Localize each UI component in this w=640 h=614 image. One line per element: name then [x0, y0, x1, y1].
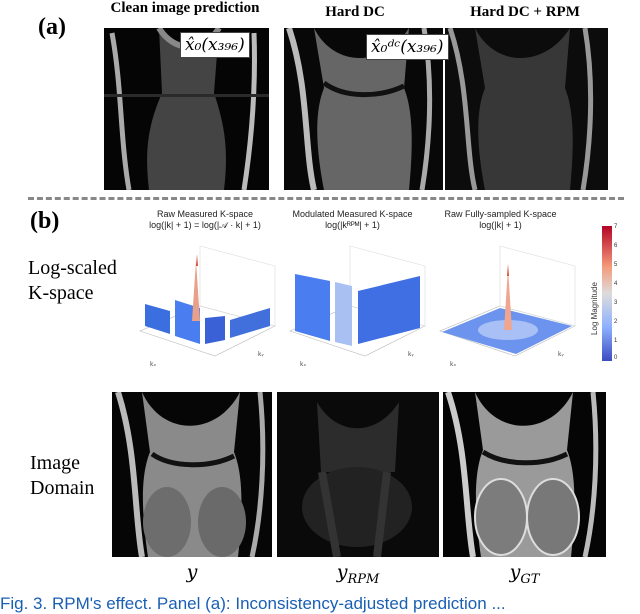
bottom-label-y: y	[186, 561, 198, 583]
svg-text:kₓ: kₓ	[450, 361, 456, 368]
svg-text:kᵧ: kᵧ	[408, 351, 414, 358]
bottom-label-y-gt: yGT	[509, 561, 540, 587]
kspace-plot-raw-measured: kₓ kᵧ	[139, 245, 276, 368]
colorbar-tick: 5	[614, 262, 618, 268]
bottom-label-y-rpm: yRPM	[336, 561, 380, 587]
colorbar-tick: 6	[614, 243, 618, 249]
panel-b-letter: (b)	[30, 208, 60, 234]
bottom-label-y-rpm-sub: RPM	[347, 571, 380, 587]
image-y-gt	[443, 392, 606, 557]
column-title-clean-prediction: Clean image prediction	[110, 0, 260, 16]
svg-text:kᵧ: kᵧ	[258, 351, 264, 358]
figure-caption: Fig. 3. RPM's effect. Panel (a): Inconsi…	[0, 594, 506, 613]
colorbar-tick: 7	[614, 224, 618, 230]
colorbar-tick: 4	[614, 281, 618, 287]
column-title-hard-dc: Hard DC	[325, 4, 385, 20]
kspace-title-fully-sampled: Raw Fully-sampled K-space log(|k| + 1)	[444, 209, 557, 230]
kspace-title-modulated: Modulated Measured K-space log(|kᴿᴾᴹ| + …	[292, 209, 413, 230]
row-label-kspace: Log-scaled K-space	[28, 257, 117, 304]
colorbar	[602, 226, 612, 361]
image-y-rpm	[277, 392, 439, 557]
colorbar-label: Log Magnitude	[590, 282, 599, 335]
svg-text:kₓ: kₓ	[150, 361, 156, 368]
colorbar-tick: 3	[614, 300, 618, 306]
svg-text:kᵧ: kᵧ	[558, 351, 564, 358]
colorbar-tick: 2	[614, 319, 618, 325]
kspace-plot-modulated: kₓ kᵧ	[289, 245, 426, 368]
svg-text:kₓ: kₓ	[300, 361, 306, 368]
panel-divider	[28, 197, 624, 200]
colorbar-tick: 1	[614, 338, 618, 344]
row-label-image-domain: Image Domain	[30, 452, 95, 499]
column-title-hard-dc-rpm: Hard DC + RPM	[470, 4, 580, 20]
label-hard-dc: x̂₀ᵈᶜ(x₃₉₆)	[366, 34, 449, 60]
kspace-title-raw-measured: Raw Measured K-space log(|k| + 1) = log(…	[149, 209, 261, 230]
label-clean-prediction: x̂₀(x₃₉₆)	[180, 32, 250, 58]
image-y	[112, 392, 272, 557]
kspace-plot-fully-sampled: kₓ kᵧ	[439, 245, 576, 368]
colorbar-tick: 0	[614, 355, 618, 361]
bottom-label-y-gt-sub: GT	[520, 571, 540, 587]
image-hard-dc-rpm	[445, 28, 608, 190]
panel-a-letter: (a)	[38, 14, 66, 40]
